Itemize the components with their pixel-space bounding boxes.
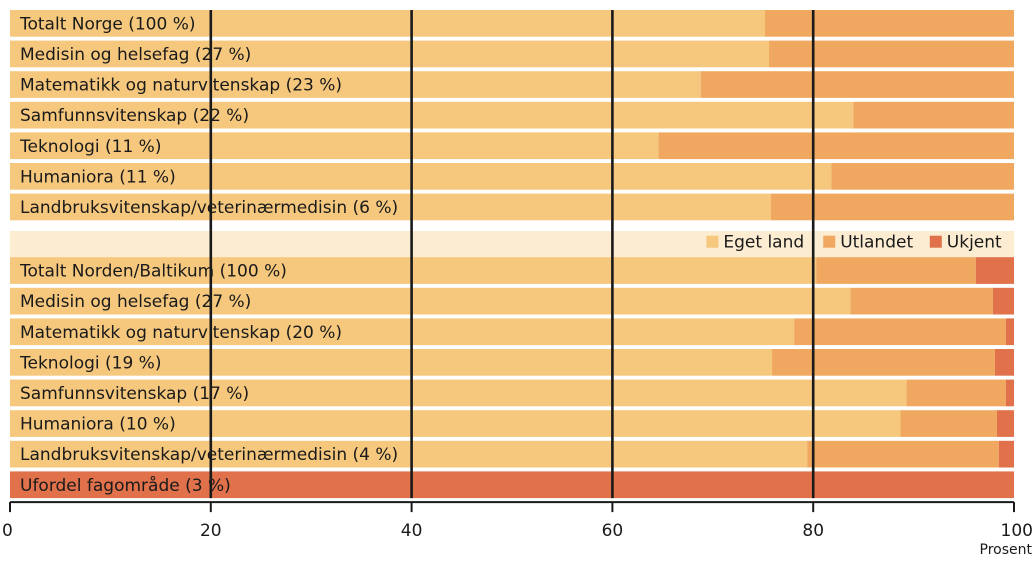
category-label: Matematikk og naturvitenskap (23 %) <box>20 76 342 96</box>
bar-segment-g0-r1-s0 <box>10 40 770 68</box>
bar-segment-g1-r1-s0 <box>10 287 851 315</box>
bar-segment-g1-r1-s2 <box>992 287 1014 315</box>
bar-segment-g0-r4-s1 <box>658 132 1014 160</box>
bar-segment-g0-r5-s0 <box>10 163 832 190</box>
bar-segment-g1-r5-s1 <box>900 410 997 437</box>
category-label: Teknologi (19 %) <box>19 353 161 373</box>
bar-segment-g0-r6-s0 <box>10 193 772 221</box>
bar-segment-g0-r0-s1 <box>765 10 1014 37</box>
bar-segment-g0-r4-s0 <box>10 132 659 160</box>
bar-segment-g1-r3-s0 <box>10 349 773 376</box>
bar-segment-g1-r6-s0 <box>10 440 808 468</box>
category-labels-layer: Totalt Norge (100 %) Medisin og helsefag … <box>19 14 398 495</box>
x-tick-label-0: 0 <box>2 521 13 541</box>
legend-swatch-2 <box>929 235 942 248</box>
bar-segment-g0-r3-s0 <box>10 101 854 129</box>
bar-segment-g0-r3-s1 <box>853 101 1014 129</box>
category-label: Samfunnsvitenskap (22 %) <box>20 106 249 126</box>
bar-segment-g0-r2-s0 <box>10 71 701 98</box>
bar-segment-g1-r5-s0 <box>10 410 901 437</box>
x-tick-label-100: 100 <box>1001 521 1033 541</box>
category-label: Humaniora (10 %) <box>20 415 176 435</box>
bar-segment-g1-r4-s2 <box>1005 379 1014 407</box>
bar-segment-g1-r2-s0 <box>10 318 795 346</box>
bar-segment-g1-r4-s1 <box>906 379 1006 407</box>
bar-segment-g0-r1-s1 <box>769 40 1014 68</box>
bar-segment-g1-r5-s2 <box>996 410 1014 437</box>
category-label: Landbruksvitenskap/veterinærmedisin (6 %… <box>20 198 398 218</box>
bar-segment-g1-r0-s2 <box>975 257 1014 284</box>
x-tick-label-60: 60 <box>602 521 624 541</box>
category-label: Humaniora (11 %) <box>20 167 176 187</box>
grid-layer <box>209 10 815 499</box>
category-label: Medisin og helsefag (27 %) <box>20 45 251 65</box>
category-label: Totalt Norden/Baltikum (100 %) <box>19 262 287 282</box>
category-label: Ufordel fagområde (3 %) <box>20 475 231 496</box>
bar-segment-g1-r3-s2 <box>994 349 1014 376</box>
bar-segment-g0-r0-s0 <box>10 10 766 37</box>
legend-label-0: Eget land <box>723 233 804 253</box>
bar-segment-g1-r6-s1 <box>807 440 999 468</box>
x-tick-label-40: 40 <box>401 521 423 541</box>
bar-segment-g1-r0-s0 <box>10 257 817 284</box>
category-label: Teknologi (11 %) <box>19 137 161 157</box>
category-label: Samfunnsvitenskap (17 %) <box>20 384 249 404</box>
bar-segment-g1-r1-s1 <box>850 287 993 315</box>
legend-swatch-0 <box>706 235 719 248</box>
category-label: Matematikk og naturvitenskap (20 %) <box>20 323 342 343</box>
bar-segment-g1-r2-s2 <box>1005 318 1014 346</box>
x-tick-label-20: 20 <box>200 521 222 541</box>
bar-segment-g0-r2-s1 <box>700 71 1014 98</box>
x-tick-label-80: 80 <box>802 521 824 541</box>
bar-segment-g0-r6-s1 <box>771 193 1014 221</box>
legend-label-2: Ukjent <box>947 233 1002 253</box>
bar-segment-g1-r0-s1 <box>816 257 976 284</box>
legend-swatch-1 <box>823 235 836 248</box>
legend: Eget land Utlandet Ukjent <box>706 233 1002 253</box>
category-label: Totalt Norge (100 %) <box>19 14 196 34</box>
bar-segment-g1-r6-s2 <box>998 440 1014 468</box>
bar-segment-g1-r7-s2 <box>10 471 1014 499</box>
bars-layer <box>10 10 1014 499</box>
legend-label-1: Utlandet <box>840 233 913 253</box>
bar-segment-g1-r3-s1 <box>772 349 995 376</box>
bar-segment-g1-r2-s1 <box>794 318 1006 346</box>
bar-segment-g1-r4-s0 <box>10 379 907 407</box>
bar-segment-g0-r5-s1 <box>831 163 1014 190</box>
category-label: Medisin og helsefag (27 %) <box>20 292 251 312</box>
category-label: Landbruksvitenskap/veterinærmedisin (4 %… <box>20 445 398 465</box>
x-axis-unit-label: Prosent <box>980 542 1033 558</box>
